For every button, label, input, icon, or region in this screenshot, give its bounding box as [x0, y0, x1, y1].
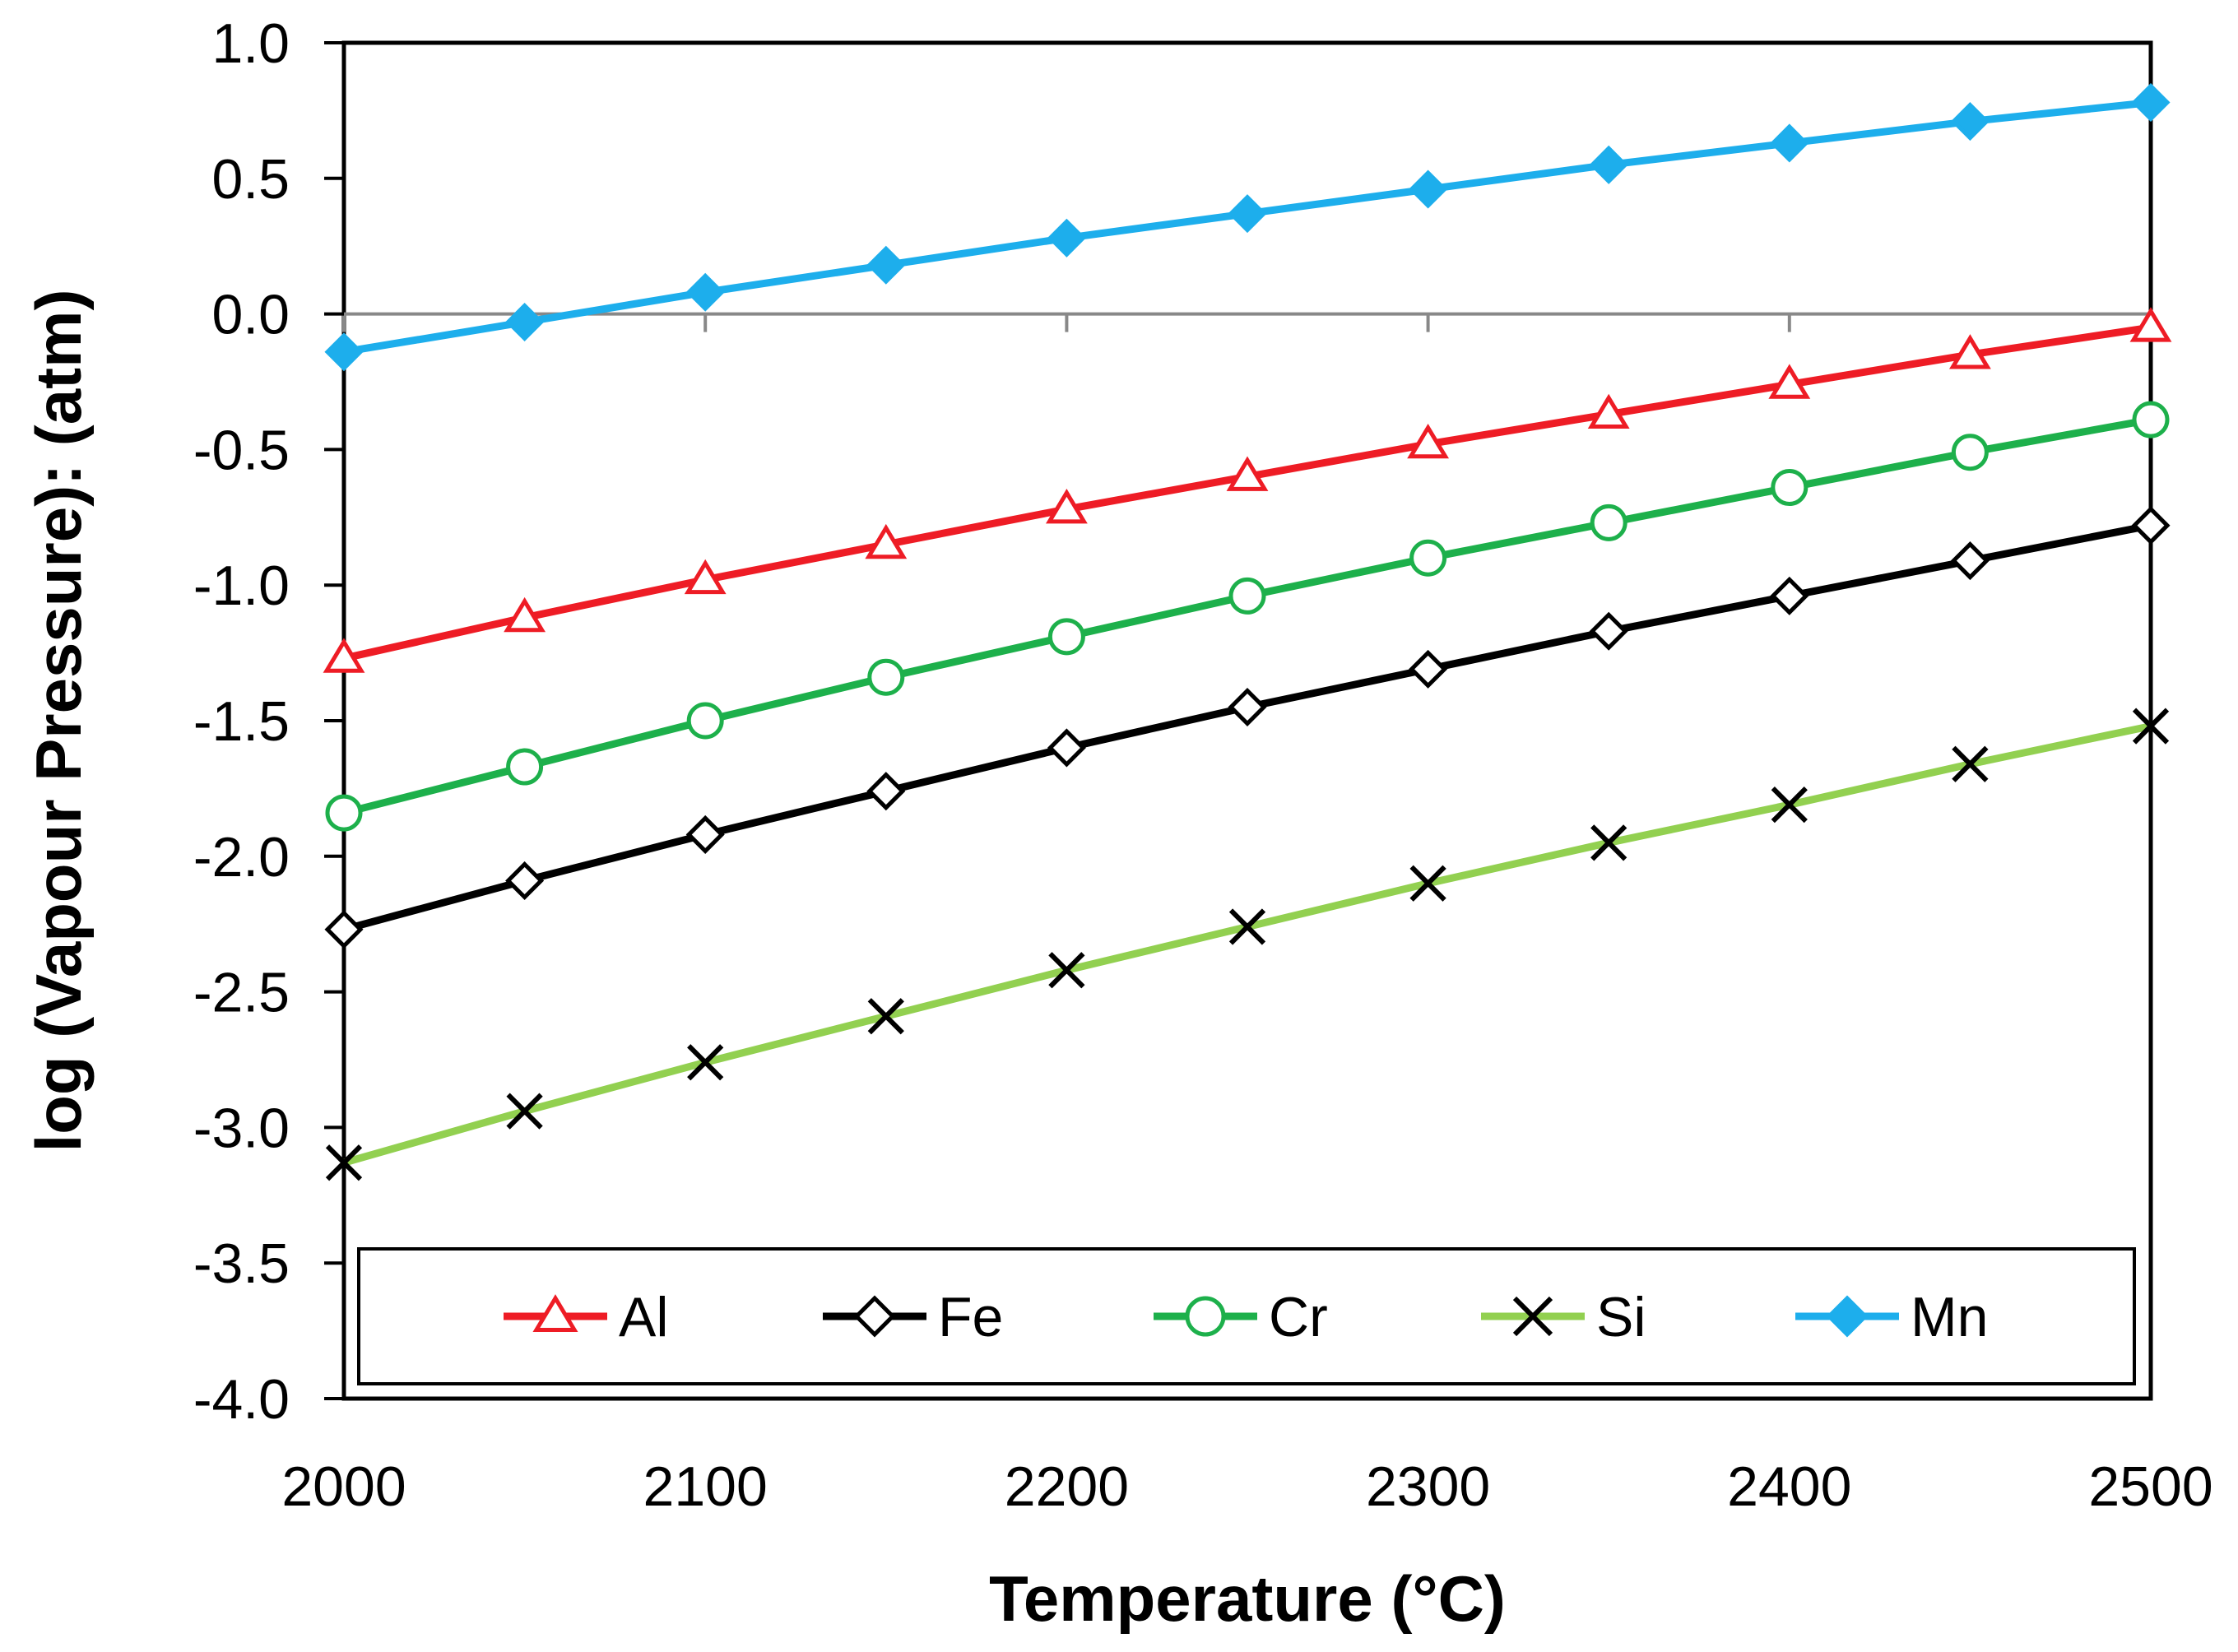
series-si: [325, 708, 2170, 1181]
x-marker: [1409, 865, 1446, 902]
x-marker: [1048, 952, 1085, 989]
legend-label-si: Si: [1596, 1286, 1646, 1348]
series-mn: [324, 82, 2171, 372]
x-tick-label: 2300: [1366, 1455, 1490, 1518]
diamond-marker: [1228, 687, 1267, 727]
diamond-marker: [866, 245, 906, 285]
diamond-marker: [1826, 1295, 1869, 1338]
diamond-marker: [1228, 194, 1267, 234]
triangle-marker: [684, 559, 727, 595]
y-tick-label: -2.5: [193, 962, 290, 1024]
diamond-marker: [866, 772, 906, 811]
triangle-marker: [865, 523, 908, 559]
circle-marker: [1185, 1296, 1226, 1337]
triangle-marker: [1045, 489, 1088, 524]
circle-marker: [1771, 469, 1809, 507]
circle-marker: [1590, 503, 1627, 541]
y-tick-label: -2.0: [193, 826, 290, 889]
triangle-marker: [532, 1294, 578, 1332]
x-tick-label: 2500: [2088, 1455, 2212, 1518]
x-marker: [687, 1044, 724, 1081]
series-fe: [324, 506, 2171, 949]
x-axis-title: Temperature (°C): [989, 1562, 1506, 1635]
diamond-marker: [1409, 649, 1448, 689]
diamond-marker: [1589, 611, 1628, 651]
y-tick-label: 1.0: [211, 12, 290, 75]
diamond-marker: [2131, 82, 2171, 123]
triangle-marker: [1407, 423, 1450, 459]
diamond-marker: [1950, 102, 1990, 142]
triangle-marker: [504, 596, 546, 633]
x-tick-label: 2400: [1727, 1455, 1851, 1518]
diamond-marker: [685, 272, 725, 312]
triangle-marker: [2129, 307, 2172, 342]
diamond-marker: [1589, 145, 1628, 184]
triangle-marker: [323, 638, 365, 673]
x-marker: [2132, 708, 2170, 745]
circle-marker: [1228, 577, 1266, 615]
x-tick-group: 2000 2100 2200 2300 2400 2500: [281, 312, 2213, 1518]
x-marker: [1771, 787, 1808, 824]
diamond-marker: [324, 910, 364, 949]
y-tick-label: 0.0: [211, 284, 290, 346]
series-al: [323, 307, 2172, 673]
diamond-marker: [505, 302, 545, 342]
legend-label-mn: Mn: [1911, 1286, 1988, 1348]
x-tick-label: 2000: [281, 1455, 406, 1518]
y-tick-group: 1.0 0.5 0.0 -0.5 -1.0 -1.5 -2.0 -2.5 -3.0 -3.5 -4.…: [193, 12, 344, 1431]
y-tick-label: -4.0: [193, 1368, 290, 1431]
y-tick-label: -1.0: [193, 555, 290, 617]
x-tick-label: 2200: [1005, 1455, 1129, 1518]
x-marker: [1590, 824, 1627, 861]
circle-marker: [686, 702, 724, 740]
legend-label-cr: Cr: [1269, 1286, 1328, 1348]
circle-marker: [1951, 434, 1989, 471]
diamond-marker: [1047, 218, 1086, 258]
circle-marker: [2132, 401, 2170, 439]
diamond-marker: [685, 814, 725, 854]
legend-label-fe: Fe: [938, 1286, 1003, 1348]
legend-label-al: Al: [619, 1286, 668, 1348]
series-cr: [325, 401, 2170, 832]
x-tick-label: 2100: [643, 1455, 768, 1518]
x-marker: [1228, 908, 1266, 945]
x-marker: [867, 998, 904, 1035]
triangle-marker: [1768, 364, 1811, 399]
series-layer: [323, 82, 2172, 1181]
y-tick-label: 0.5: [211, 148, 290, 211]
y-tick-label: -1.5: [193, 690, 290, 753]
y-axis-title: log (Vapour Pressure): (atm): [22, 290, 95, 1153]
x-marker: [1512, 1296, 1553, 1337]
diamond-marker: [853, 1295, 896, 1338]
diamond-marker: [324, 332, 364, 372]
diamond-marker: [1047, 728, 1086, 768]
circle-marker: [506, 748, 544, 786]
circle-marker: [1047, 618, 1085, 656]
diamond-marker: [2131, 506, 2171, 545]
triangle-marker: [1226, 456, 1269, 491]
diamond-marker: [1409, 169, 1448, 209]
legend: Al Fe Cr Si Mn: [357, 1247, 2136, 1385]
diamond-marker: [1770, 123, 1809, 163]
triangle-marker: [1948, 334, 1991, 369]
x-marker: [325, 1144, 363, 1181]
y-tick-label: -3.0: [193, 1097, 290, 1159]
circle-marker: [867, 658, 905, 696]
circle-marker: [1409, 539, 1447, 577]
y-tick-label: -0.5: [193, 419, 290, 481]
y-tick-label: -3.5: [193, 1232, 290, 1295]
triangle-marker: [1587, 393, 1630, 429]
x-marker: [1952, 745, 1989, 782]
diamond-marker: [1770, 576, 1809, 615]
x-marker: [506, 1093, 543, 1130]
circle-marker: [325, 794, 363, 832]
diamond-marker: [1950, 541, 1990, 581]
diamond-marker: [505, 861, 545, 900]
